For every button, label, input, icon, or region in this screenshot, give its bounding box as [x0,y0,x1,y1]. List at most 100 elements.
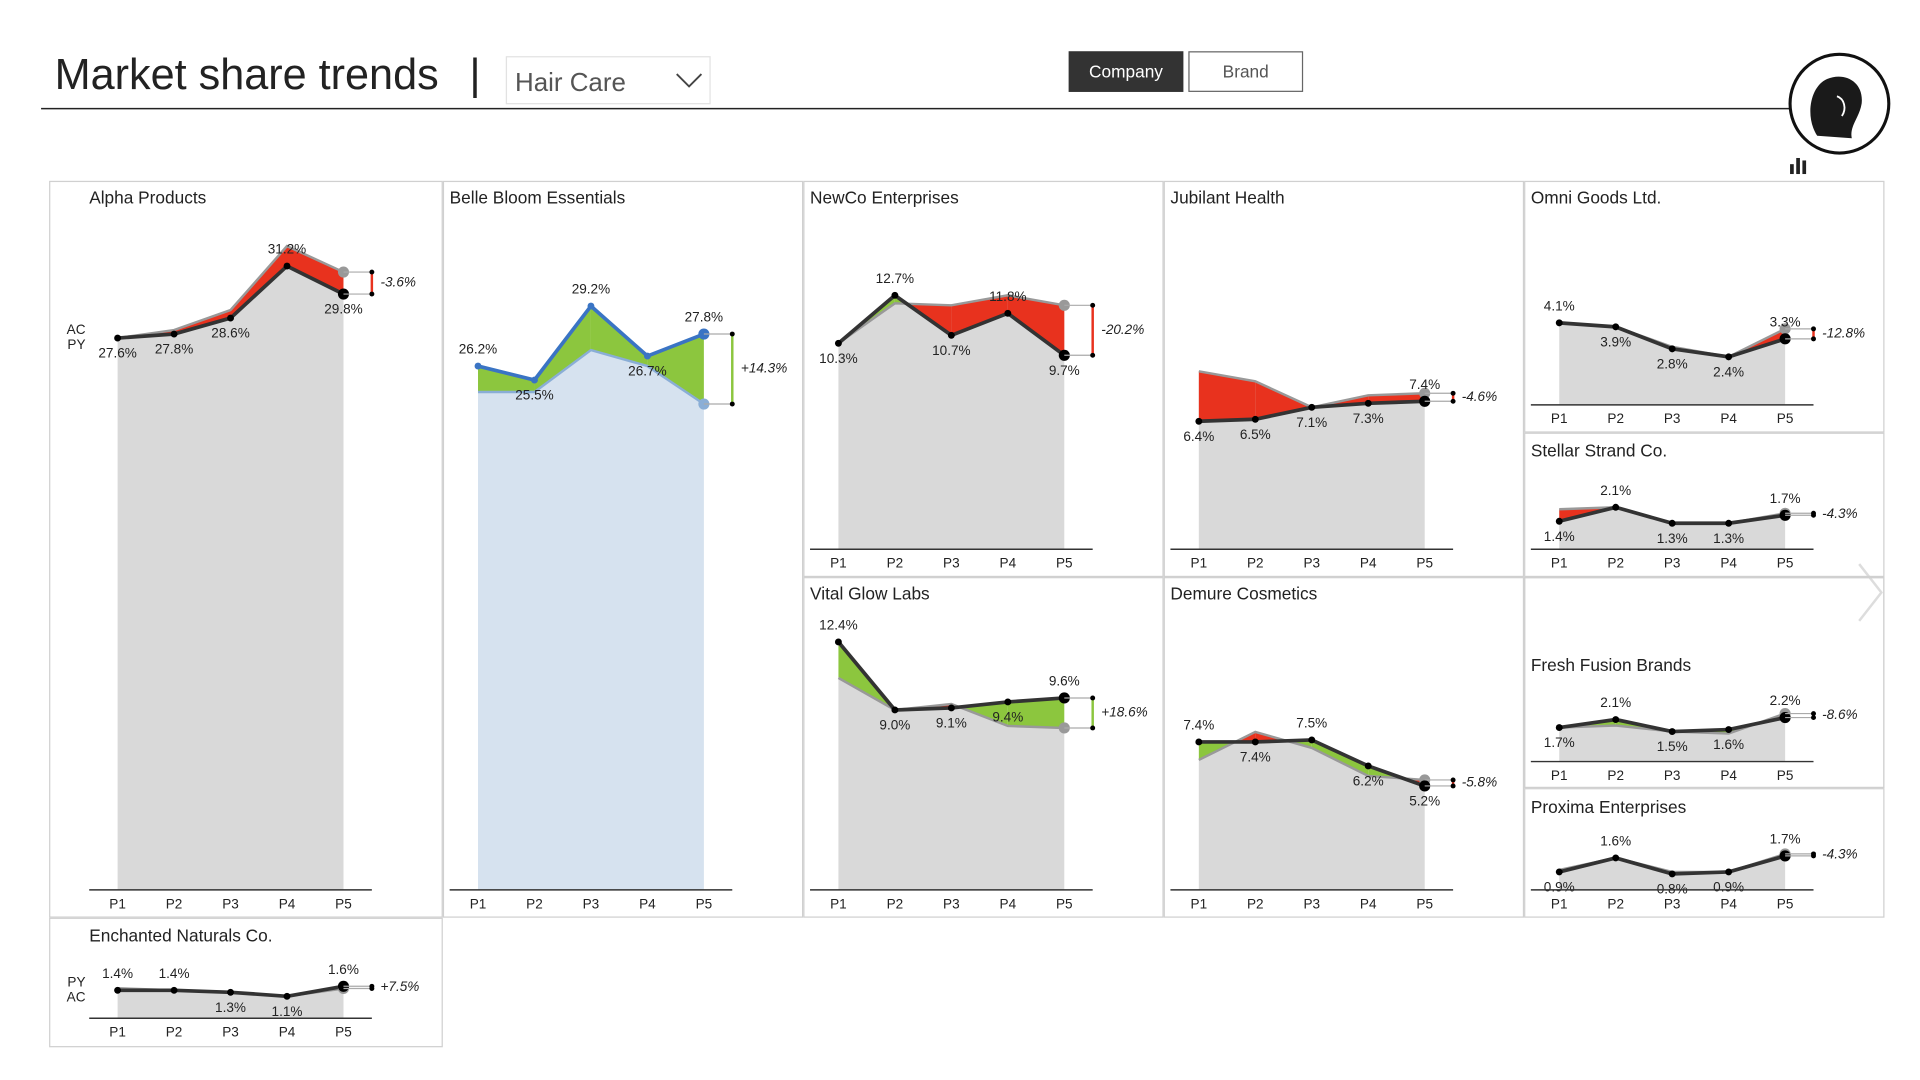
value-label: 27.6% [98,346,136,361]
chart-title: NewCo Enterprises [810,187,959,207]
value-label: 0.9% [1713,880,1744,895]
variance-area [1198,371,1256,422]
variance-area [1311,739,1369,776]
panel [1163,577,1525,918]
x-tick-label: P2 [1247,556,1264,571]
x-tick-label: P3 [1664,768,1681,783]
variance-end [1450,398,1456,404]
value-label: 11.8% [989,289,1026,304]
ac-dot [1725,726,1733,734]
chart: Omni Goods Ltd. 4.1% 3.9% 2.8% 2.4% 3.3% -12.8… [1524,180,1885,433]
toggle-button[interactable] [1188,51,1304,92]
value-label: 29.8% [324,302,362,317]
variance-area [478,366,535,393]
value-label: 1.7% [1544,735,1575,750]
value-label: 5.2% [1409,794,1440,809]
ac-dot [1668,519,1676,527]
next-arrow[interactable] [1858,563,1883,622]
variance-label: -4.3% [1822,506,1857,521]
x-tick-label: P3 [943,556,960,571]
toggle-label[interactable]: Company [1089,61,1163,81]
dropdown-value[interactable]: Hair Care [515,69,626,97]
value-label: 9.6% [1049,673,1080,688]
value-label: 1.5% [1657,739,1688,754]
x-tick-label: P1 [109,896,126,911]
toggle-group: Company Brand [1068,51,1304,92]
variance-end [1811,510,1816,516]
value-label: 1.4% [159,966,190,981]
py-line [117,244,344,340]
chart: Proxima Enterprises 0.9% 1.6% 0.8% 0.9% 1.7% -… [1524,788,1885,918]
x-tick-label: P3 [1664,411,1681,426]
x-tick-label: P4 [1000,556,1017,571]
panel [803,180,1164,578]
value-label: 29.2% [572,282,610,297]
chart: Fresh Fusion Brands 1.7% 2.1% 1.5% 1.6% 2.2% -… [1524,577,1885,789]
value-label: 12.7% [876,271,914,286]
variance-area [951,295,1008,336]
ac-dot [1725,868,1733,876]
variance-end [1450,777,1456,783]
value-label: 1.3% [1657,531,1688,546]
ac-dot [834,638,842,646]
ac-dot [170,330,178,338]
variance-area [1007,697,1065,728]
value-label: 6.2% [1353,774,1384,789]
chart: Vital Glow Labs 12.4% 9.0% 9.1% 9.4% 9.6% +18.… [803,577,1164,918]
dropdown-box[interactable] [505,56,711,105]
value-label: 12.4% [819,618,857,633]
py-area [1198,731,1425,890]
legend-label: AC [67,989,86,1004]
chart-title: Fresh Fusion Brands [1531,655,1692,675]
x-tick-label: P1 [1191,896,1208,911]
variance-area [590,306,648,367]
x-tick-label: P5 [1416,896,1433,911]
variance-end [729,331,735,337]
panel [49,917,443,1048]
variance-end [369,291,375,297]
toggle-label[interactable]: Brand [1223,61,1269,81]
panel [49,180,443,918]
icon-bar [1790,164,1794,175]
x-tick-label: P2 [1607,411,1624,426]
x-tick-label: P3 [222,896,239,911]
variance-end [729,401,735,407]
value-label: 25.5% [515,388,553,403]
x-tick-label: P1 [109,1025,126,1040]
logo-face [1836,95,1846,117]
ac-dot [1251,415,1259,423]
x-tick-label: P1 [470,896,487,911]
value-label: 26.7% [628,364,666,379]
x-tick-label: P3 [222,1025,239,1040]
value-label: 10.3% [819,351,857,366]
ac-dot [1251,738,1259,746]
variance-end [1811,715,1816,721]
value-label: 1.7% [1770,831,1801,846]
ac-dot [531,376,538,384]
py-area [838,295,1065,550]
x-tick-label: P5 [335,1025,352,1040]
x-tick-label: P5 [1777,556,1794,571]
dropdown[interactable]: Hair Care [505,56,711,105]
ac-dot [1555,319,1563,327]
ac-dot [1004,698,1012,706]
toggle-button[interactable] [1068,51,1184,92]
ac-dot [1612,323,1620,331]
legend-label: PY [67,974,85,989]
x-tick-label: P4 [1000,896,1017,911]
x-tick-label: P2 [1607,896,1624,911]
dropdown-chevron[interactable] [676,73,703,88]
variance-end [1811,326,1816,332]
py-area [478,350,704,890]
x-tick-label: P5 [1777,768,1794,783]
title-separator: | [469,51,480,99]
ac-dot [1364,762,1372,770]
value-label: 1.1% [272,1004,303,1019]
chart-title: Belle Bloom Essentials [450,187,626,207]
panel [1524,577,1885,789]
variance-end [1811,711,1816,717]
x-tick-label: P2 [166,1025,183,1040]
icon-bar [1796,157,1800,175]
ac-dot [1195,417,1203,425]
